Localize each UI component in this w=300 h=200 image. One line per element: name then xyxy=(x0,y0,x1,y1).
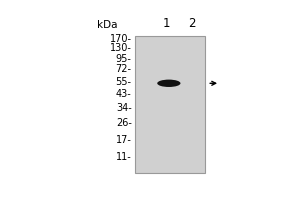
Text: 170-: 170- xyxy=(110,34,132,44)
Text: 95-: 95- xyxy=(116,54,132,64)
Ellipse shape xyxy=(157,80,181,87)
Text: 72-: 72- xyxy=(116,64,132,74)
Text: 34-: 34- xyxy=(116,103,132,113)
Text: 11-: 11- xyxy=(116,152,132,162)
Text: 2: 2 xyxy=(188,17,196,30)
Text: 1: 1 xyxy=(163,17,170,30)
Text: 17-: 17- xyxy=(116,135,132,145)
Text: 26-: 26- xyxy=(116,118,132,128)
Text: 130-: 130- xyxy=(110,43,132,53)
Bar xyxy=(135,36,205,173)
Text: 55-: 55- xyxy=(116,77,132,87)
Text: kDa: kDa xyxy=(97,20,118,30)
Text: 43-: 43- xyxy=(116,89,132,99)
